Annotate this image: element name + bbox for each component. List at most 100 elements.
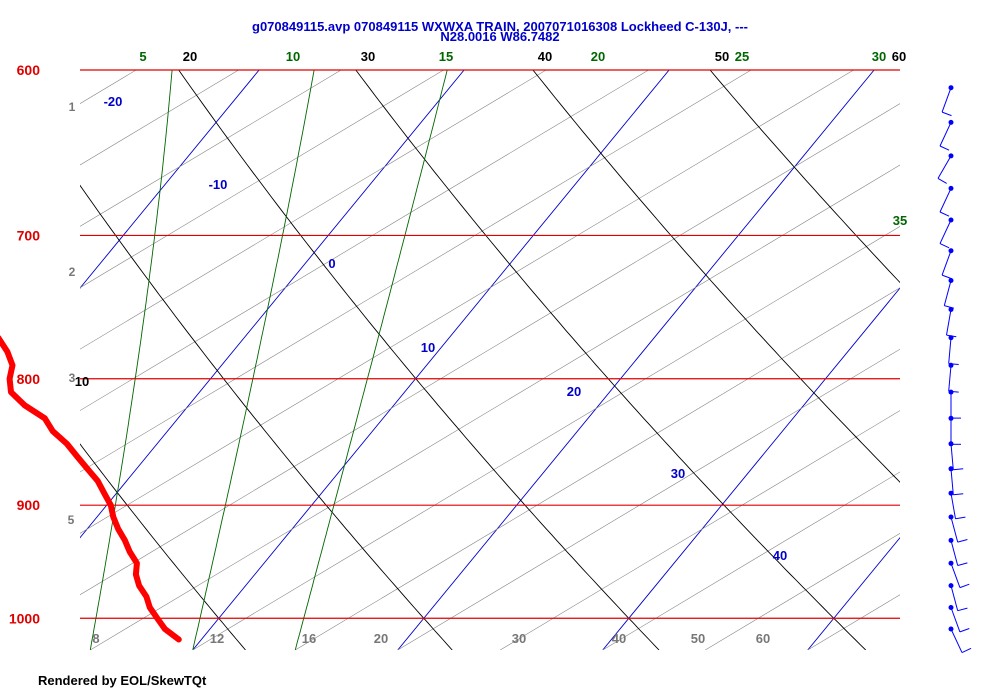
wind-barb-staff <box>948 337 952 364</box>
isotherm-line <box>602 287 900 650</box>
isotherm-label: -20 <box>104 94 123 109</box>
mixing-ratio-label: 3 <box>69 371 76 385</box>
mixing-ratio-line <box>80 103 900 596</box>
isotherm-line <box>397 70 875 650</box>
grid-lines <box>0 70 900 650</box>
wind-barb <box>941 248 954 280</box>
wind-barb-station <box>948 583 954 589</box>
wind-barb-flag <box>939 211 950 217</box>
temperature-tick-label: 60 <box>756 631 770 646</box>
isotherm-line <box>80 70 260 289</box>
wind-barb-staff <box>950 468 954 495</box>
wind-barb <box>948 583 968 612</box>
mixing-ratio-line <box>0 70 34 650</box>
mixing-ratio-line <box>80 70 239 166</box>
mixing-ratio-line <box>500 410 900 650</box>
mixing-ratio-line <box>80 70 854 534</box>
wind-barb-station <box>948 441 954 447</box>
wind-barb <box>948 441 964 471</box>
dry-adiabat-label: 30 <box>361 49 375 64</box>
wind-barb-staff <box>950 628 963 653</box>
wind-barb-station <box>948 560 954 566</box>
wind-barb <box>939 119 954 151</box>
wind-barb <box>948 514 968 543</box>
mixing-ratio-label: 2 <box>69 265 76 279</box>
wind-barb <box>948 389 961 419</box>
dry-adiabat-label: 20 <box>183 49 197 64</box>
moist-adiabat-label: 20 <box>591 49 605 64</box>
wind-barb-station <box>948 153 954 159</box>
moist-adiabat-line <box>89 70 173 650</box>
wind-barb-staff <box>939 188 952 213</box>
wind-barb-station <box>948 605 954 610</box>
wind-barb-station <box>948 466 954 472</box>
temperature-trace <box>0 335 182 643</box>
dry-adiabat-label: 40 <box>538 49 552 64</box>
pressure-tick-label: 1000 <box>9 610 40 626</box>
mixing-ratio-line <box>192 226 900 650</box>
isotherm-line <box>807 536 900 650</box>
wind-barb-flag <box>939 243 950 249</box>
wind-barb <box>941 85 954 117</box>
wind-barb <box>948 626 972 654</box>
mixing-ratio-label: 1 <box>69 100 76 114</box>
wind-barb <box>939 185 954 217</box>
mixing-ratio-label: 5 <box>68 513 75 527</box>
temperature-tick-label: 30 <box>512 631 526 646</box>
wind-barb <box>946 307 957 338</box>
isotherm-label: 10 <box>421 340 435 355</box>
moist-adiabat-label: 30 <box>872 49 886 64</box>
wind-barb-staff <box>950 563 961 588</box>
wind-barb-station <box>948 335 954 341</box>
chart-title-line-1: g070849115.avp 070849115 WXWXA TRAIN, 20… <box>252 19 748 34</box>
mixing-ratio-line <box>90 164 900 650</box>
mixing-ratio-label: 20 <box>374 631 388 646</box>
moist-adiabat-line <box>294 70 448 650</box>
mixing-ratio-line <box>80 70 342 227</box>
mixing-ratio-line <box>80 70 137 104</box>
wind-barb-station <box>948 85 954 91</box>
wind-barb <box>948 560 970 589</box>
wind-barb <box>948 415 961 445</box>
wind-barb-flag <box>961 647 972 654</box>
rendered-by-footer: Rendered by EOL/SkewTQt <box>38 673 207 688</box>
dry-adiabat-line <box>80 443 246 650</box>
wind-barb-station <box>948 626 954 632</box>
wind-barb-staff <box>937 155 952 179</box>
wind-barb-staff <box>950 585 959 611</box>
wind-barb-station <box>948 415 954 421</box>
wind-barb <box>937 153 954 184</box>
wind-barb <box>948 490 966 520</box>
dry-adiabat-label: 10 <box>75 374 89 389</box>
mixing-ratio-line <box>80 70 649 411</box>
wind-barb-staff <box>943 280 952 306</box>
dry-adiabat-line <box>532 70 900 483</box>
dry-adiabat-line <box>178 70 660 650</box>
wind-barb-staff <box>950 493 956 519</box>
wind-barb-staff <box>950 540 959 566</box>
temperature-tick-label: 40 <box>612 631 626 646</box>
wind-barb <box>948 335 959 365</box>
mixing-ratio-label: 12 <box>210 631 224 646</box>
moist-adiabat-line <box>192 70 315 650</box>
pressure-tick-label: 800 <box>17 371 41 387</box>
wind-barb-staff <box>939 122 952 147</box>
mixing-ratio-label: 8 <box>92 631 99 646</box>
mixing-ratio-line <box>80 70 752 473</box>
wind-barb-flag <box>957 607 968 612</box>
temperature-tick-label: 50 <box>691 631 705 646</box>
wind-barb-staff <box>946 309 952 336</box>
pressure-tick-label: 900 <box>17 497 41 513</box>
mixing-ratio-line <box>80 70 547 350</box>
moist-adiabat-label: 35 <box>893 213 907 228</box>
wind-barb-flag <box>957 562 968 566</box>
moist-adiabat-label: 5 <box>139 49 146 64</box>
wind-barb-station <box>948 185 954 191</box>
wind-barb-staff <box>948 365 952 392</box>
isotherm-label: 40 <box>773 548 787 563</box>
chart-title-line-2: N28.0016 W86.7482 <box>440 29 560 44</box>
wind-barb <box>943 278 955 309</box>
dry-adiabat-label: 50 <box>715 49 729 64</box>
wind-barb <box>948 362 959 393</box>
